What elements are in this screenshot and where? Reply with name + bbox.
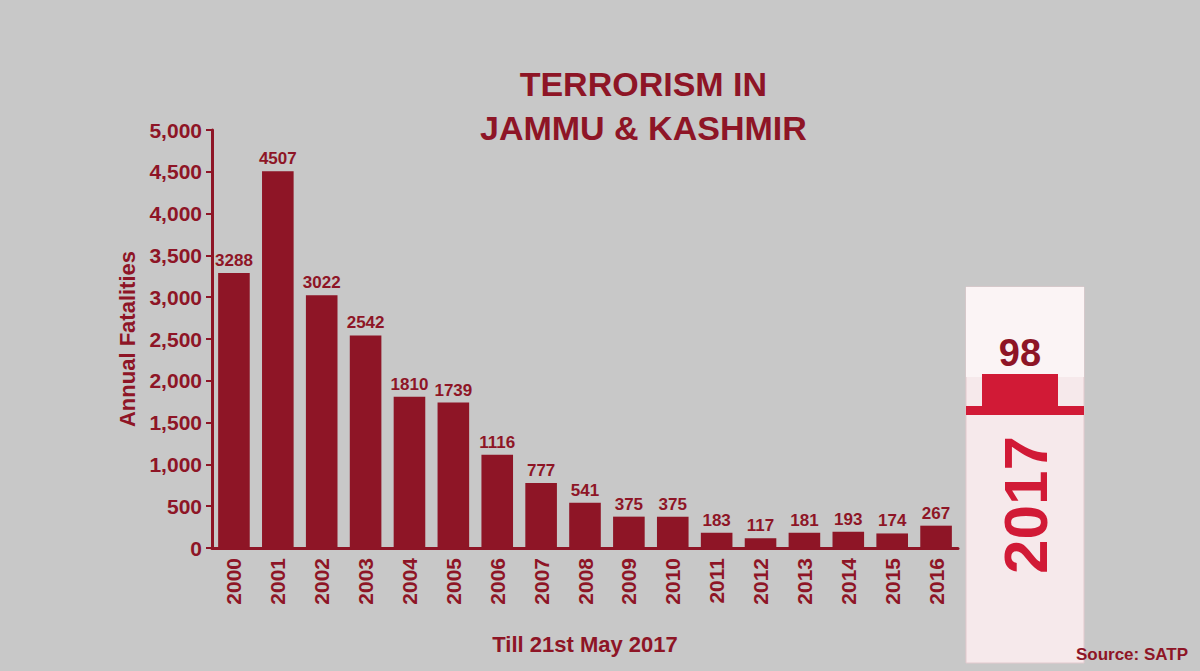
- svg-text:541: 541: [571, 481, 599, 500]
- svg-text:193: 193: [834, 510, 862, 529]
- svg-text:2010: 2010: [661, 558, 684, 605]
- svg-text:2,500: 2,500: [149, 328, 202, 351]
- svg-text:2015: 2015: [881, 558, 904, 605]
- svg-text:Till 21st May 2017: Till 21st May 2017: [492, 632, 678, 657]
- svg-text:Source: SATP: Source: SATP: [1076, 645, 1188, 664]
- svg-text:2,000: 2,000: [149, 369, 202, 392]
- svg-text:267: 267: [922, 504, 950, 523]
- svg-text:2013: 2013: [793, 558, 816, 605]
- svg-text:2001: 2001: [266, 558, 289, 605]
- svg-text:2542: 2542: [347, 313, 385, 332]
- svg-text:3,000: 3,000: [149, 286, 202, 309]
- svg-text:2017: 2017: [991, 436, 1060, 574]
- svg-text:2000: 2000: [222, 558, 245, 605]
- svg-text:2005: 2005: [442, 558, 465, 605]
- svg-text:1739: 1739: [434, 381, 472, 400]
- svg-text:181: 181: [790, 511, 818, 530]
- svg-text:2008: 2008: [574, 558, 597, 605]
- svg-text:1,500: 1,500: [149, 411, 202, 434]
- svg-text:2004: 2004: [398, 558, 421, 605]
- svg-text:4,500: 4,500: [149, 160, 202, 183]
- svg-text:3022: 3022: [303, 273, 341, 292]
- svg-text:777: 777: [527, 461, 555, 480]
- svg-text:98: 98: [999, 332, 1041, 374]
- svg-text:117: 117: [747, 516, 774, 535]
- svg-text:3288: 3288: [215, 251, 253, 270]
- svg-text:TERRORISM IN: TERRORISM IN: [520, 65, 767, 103]
- svg-text:174: 174: [878, 511, 907, 530]
- svg-text:2012: 2012: [749, 558, 772, 605]
- svg-text:2009: 2009: [617, 558, 640, 605]
- svg-text:183: 183: [702, 511, 730, 530]
- svg-text:2014: 2014: [837, 558, 860, 605]
- svg-text:JAMMU & KASHMIR: JAMMU & KASHMIR: [480, 109, 807, 147]
- svg-text:2003: 2003: [354, 558, 377, 605]
- svg-text:2007: 2007: [530, 558, 553, 605]
- svg-text:3,500: 3,500: [149, 244, 202, 267]
- svg-text:375: 375: [659, 495, 687, 514]
- svg-text:5,000: 5,000: [149, 119, 202, 142]
- svg-text:2011: 2011: [705, 558, 728, 604]
- svg-text:4,000: 4,000: [149, 202, 202, 225]
- svg-text:1116: 1116: [479, 433, 515, 452]
- svg-text:4507: 4507: [259, 149, 297, 168]
- svg-text:1,000: 1,000: [149, 453, 202, 476]
- svg-text:2016: 2016: [925, 558, 948, 605]
- svg-text:2002: 2002: [310, 558, 333, 605]
- svg-text:375: 375: [615, 495, 643, 514]
- svg-text:Annual Fatalities: Annual Fatalities: [115, 251, 140, 427]
- svg-text:0: 0: [190, 537, 202, 560]
- svg-text:2006: 2006: [486, 558, 509, 605]
- svg-text:1810: 1810: [391, 375, 429, 394]
- svg-text:500: 500: [167, 495, 202, 518]
